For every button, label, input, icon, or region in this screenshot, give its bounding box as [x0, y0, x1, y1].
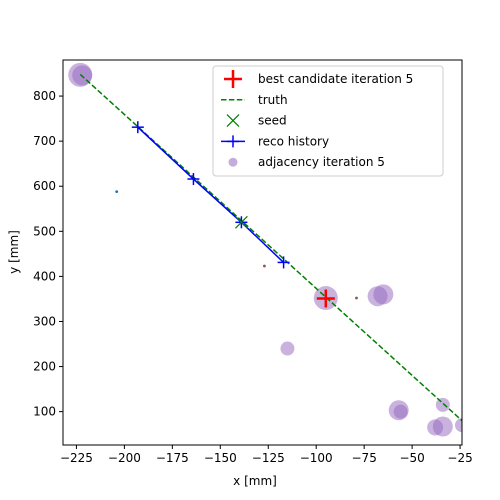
adjacency-point — [373, 284, 394, 305]
adjacency-point — [455, 418, 462, 433]
legend-label: reco history — [258, 134, 329, 148]
legend-label: adjacency iteration 5 — [258, 155, 385, 169]
axes-frame — [62, 59, 463, 446]
legend-entry: best candidate iteration 5 — [224, 70, 413, 88]
y-tick-label: 500 — [33, 224, 56, 238]
legend-circle-icon — [228, 157, 238, 167]
plot-area — [68, 62, 462, 437]
x-axis-label: x [mm] — [233, 474, 277, 488]
legend-x-icon — [226, 114, 240, 128]
x-tick-label: −175 — [156, 451, 189, 465]
truth-line — [79, 73, 462, 422]
y-tick-label: 200 — [33, 360, 56, 374]
y-axis-label: y [mm] — [7, 230, 21, 274]
legend-box — [212, 65, 444, 177]
x-tick-label: −125 — [252, 451, 285, 465]
adjacency-point — [280, 341, 295, 356]
legend-label: best candidate iteration 5 — [258, 72, 413, 86]
y-tick-label: 300 — [33, 314, 56, 328]
x-tick-label: −200 — [108, 451, 141, 465]
legend-label: seed — [258, 114, 287, 128]
reco-history-line — [137, 126, 285, 263]
hit-dot — [115, 190, 119, 194]
x-tick-label: −75 — [352, 451, 377, 465]
reco-history-marker — [187, 173, 200, 186]
seed-marker — [234, 215, 248, 229]
x-tick-label: −25 — [447, 451, 472, 465]
legend-label: truth — [258, 93, 288, 107]
y-tick-label: 100 — [33, 405, 56, 419]
legend-entry: reco history — [221, 134, 329, 148]
reco-history-marker — [277, 256, 290, 269]
hit-dot — [355, 296, 358, 300]
legend: best candidate iteration 5 truth seed reco … — [212, 65, 444, 177]
y-tick-label: 700 — [33, 134, 56, 148]
legend-entry: adjacency iteration 5 — [228, 155, 385, 169]
x-tick-label: −100 — [300, 451, 333, 465]
y-tick-label: 400 — [33, 269, 56, 283]
adjacency-point — [435, 397, 450, 412]
legend-plus-icon — [227, 135, 239, 148]
legend-entry: truth — [221, 93, 288, 107]
hit-dot — [263, 264, 266, 268]
x-tick-label: −225 — [60, 451, 93, 465]
legend-plus-icon — [224, 70, 242, 88]
x-tick-label: −50 — [399, 451, 424, 465]
legend-entry: seed — [226, 114, 287, 128]
adjacency-point — [393, 404, 408, 419]
adjacency-point — [432, 416, 453, 437]
x-tick-label: −150 — [204, 451, 237, 465]
reco-history-marker — [131, 121, 144, 134]
best-candidate-marker — [316, 289, 335, 308]
y-axis: 100 200 300 400 500 600 700 800 — [33, 89, 63, 419]
x-axis: −225 −200 −175 −150 −125 −100 −75 −50 −25 — [60, 445, 473, 465]
y-tick-label: 600 — [33, 179, 56, 193]
y-tick-label: 800 — [33, 89, 56, 103]
